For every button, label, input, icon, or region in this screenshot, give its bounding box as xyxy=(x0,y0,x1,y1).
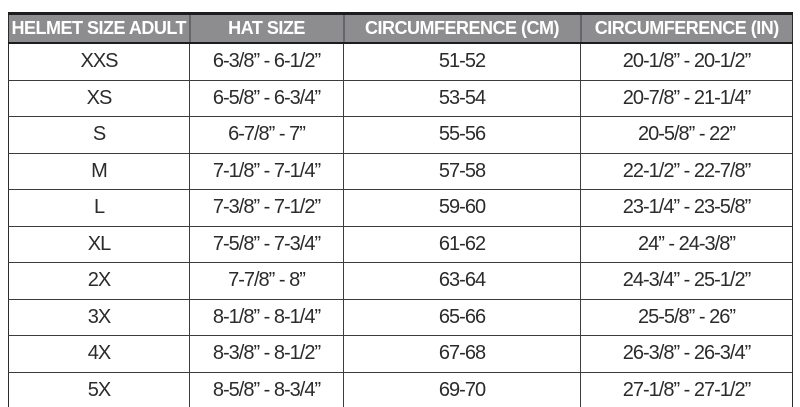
cell-helmet-size: L xyxy=(8,189,190,227)
cell-circumference-in: 22-1/2” - 22-7/8” xyxy=(580,152,793,190)
cell-circumference-cm: 55-56 xyxy=(343,116,581,154)
cell-helmet-size: 4X xyxy=(8,335,190,373)
cell-circumference-cm: 51-52 xyxy=(343,42,581,81)
table-row-2x: 2X 7-7/8” - 8” 63-64 24-3/4” - 25-1/2” xyxy=(8,262,793,300)
cell-hat-size: 7-7/8” - 8” xyxy=(189,262,344,300)
cell-circumference-in: 24-3/4” - 25-1/2” xyxy=(580,262,793,300)
col-header-circumference-cm: CIRCUMFERENCE (CM) xyxy=(342,13,581,44)
table-row-s: S 6-7/8” - 7” 55-56 20-5/8” - 22” xyxy=(8,116,793,154)
cell-circumference-cm: 53-54 xyxy=(343,79,581,117)
cell-helmet-size: M xyxy=(8,152,190,190)
cell-hat-size: 7-1/8” - 7-1/4” xyxy=(189,152,344,190)
cell-hat-size: 8-5/8” - 8-3/4” xyxy=(189,371,344,407)
table-row-l: L 7-3/8” - 7-1/2” 59-60 23-1/4” - 23-5/8… xyxy=(8,189,793,227)
cell-helmet-size: 3X xyxy=(8,298,190,336)
cell-circumference-in: 23-1/4” - 23-5/8” xyxy=(580,189,793,227)
cell-helmet-size: XS xyxy=(8,79,190,117)
cell-helmet-size: XXS xyxy=(8,42,190,81)
cell-circumference-in: 24” - 24-3/8” xyxy=(580,225,793,263)
cell-circumference-cm: 57-58 xyxy=(343,152,581,190)
cell-hat-size: 6-5/8” - 6-3/4” xyxy=(189,79,344,117)
cell-circumference-cm: 63-64 xyxy=(343,262,581,300)
cell-circumference-in: 20-7/8” - 21-1/4” xyxy=(580,79,793,117)
cell-circumference-in: 25-5/8” - 26” xyxy=(580,298,793,336)
cell-hat-size: 6-7/8” - 7” xyxy=(189,116,344,154)
cell-hat-size: 8-3/8” - 8-1/2” xyxy=(189,335,344,373)
cell-hat-size: 7-3/8” - 7-1/2” xyxy=(189,189,344,227)
col-header-hat-size: HAT SIZE xyxy=(188,13,344,44)
cell-helmet-size: 5X xyxy=(8,371,190,407)
cell-helmet-size: S xyxy=(8,116,190,154)
cell-hat-size: 7-5/8” - 7-3/4” xyxy=(189,225,344,263)
cell-hat-size: 6-3/8” - 6-1/2” xyxy=(189,42,344,81)
cell-helmet-size: 2X xyxy=(8,262,190,300)
table-row-xs: XS 6-5/8” - 6-3/4” 53-54 20-7/8” - 21-1/… xyxy=(8,79,793,117)
cell-hat-size: 8-1/8” - 8-1/4” xyxy=(189,298,344,336)
cell-circumference-cm: 59-60 xyxy=(343,189,581,227)
table-row-m: M 7-1/8” - 7-1/4” 57-58 22-1/2” - 22-7/8… xyxy=(8,152,793,190)
cell-circumference-cm: 65-66 xyxy=(343,298,581,336)
helmet-size-table: HELMET SIZE ADULT HAT SIZE CIRCUMFERENCE… xyxy=(8,12,793,407)
cell-circumference-cm: 67-68 xyxy=(343,335,581,373)
col-header-circumference-in: CIRCUMFERENCE (IN) xyxy=(579,13,793,44)
cell-circumference-cm: 69-70 xyxy=(343,371,581,407)
cell-circumference-in: 20-5/8” - 22” xyxy=(580,116,793,154)
table-row-3x: 3X 8-1/8” - 8-1/4” 65-66 25-5/8” - 26” xyxy=(8,298,793,336)
cell-circumference-in: 26-3/8” - 26-3/4” xyxy=(580,335,793,373)
col-header-helmet-size: HELMET SIZE ADULT xyxy=(8,13,190,44)
cell-circumference-cm: 61-62 xyxy=(343,225,581,263)
cell-circumference-in: 27-1/8” - 27-1/2” xyxy=(580,371,793,407)
table-row-xxs: XXS 6-3/8” - 6-1/2” 51-52 20-1/8” - 20-1… xyxy=(8,42,793,81)
table-row-xl: XL 7-5/8” - 7-3/4” 61-62 24” - 24-3/8” xyxy=(8,225,793,263)
table-row-5x: 5X 8-5/8” - 8-3/4” 69-70 27-1/8” - 27-1/… xyxy=(8,371,793,407)
cell-circumference-in: 20-1/8” - 20-1/2” xyxy=(580,42,793,81)
cell-helmet-size: XL xyxy=(8,225,190,263)
header-row: HELMET SIZE ADULT HAT SIZE CIRCUMFERENCE… xyxy=(8,13,793,44)
table-row-4x: 4X 8-3/8” - 8-1/2” 67-68 26-3/8” - 26-3/… xyxy=(8,335,793,373)
